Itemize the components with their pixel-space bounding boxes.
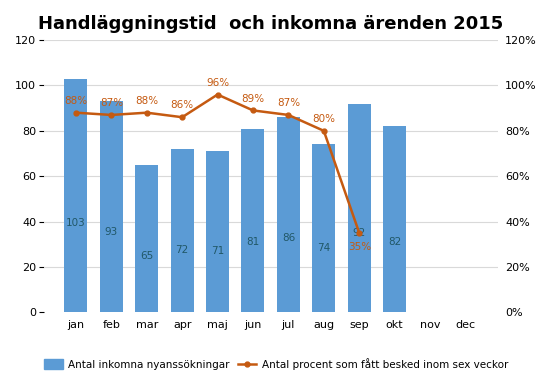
Text: 71: 71 [211,246,224,256]
Bar [206,151,229,312]
Text: 93: 93 [105,227,118,237]
Antal procent som fått besked inom sex veckor [214,92,221,97]
Legend: Antal inkomna nyanssökningar, Antal procent som fått besked inom sex veckor: Antal inkomna nyanssökningar, Antal proc… [40,354,512,374]
Antal procent som fått besked inom sex veckor [250,108,256,113]
Title: Handläggningstid  och inkomna ärenden 2015: Handläggningstid och inkomna ärenden 201… [38,15,503,33]
Text: 88%: 88% [135,96,158,106]
Bar [135,165,158,312]
Text: 86: 86 [282,233,295,243]
Text: 89%: 89% [241,94,264,103]
Text: 87%: 87% [100,98,123,108]
Text: 103: 103 [66,218,86,229]
Text: 72: 72 [176,245,189,255]
Antal procent som fått besked inom sex veckor [321,128,327,133]
Text: 82: 82 [388,236,401,247]
Antal procent som fått besked inom sex veckor [144,110,150,115]
Bar [312,144,335,312]
Antal procent som fått besked inom sex veckor [179,115,185,119]
Text: 35%: 35% [348,242,371,252]
Bar [171,149,194,312]
Bar [100,101,123,312]
Text: 80%: 80% [312,114,335,124]
Text: 88%: 88% [65,96,87,106]
Line: Antal procent som fått besked inom sex veckor: Antal procent som fått besked inom sex v… [73,92,362,235]
Text: 92: 92 [353,228,366,238]
Bar [348,103,371,312]
Antal procent som fått besked inom sex veckor [285,113,291,117]
Bar [65,79,87,312]
Text: 86%: 86% [171,100,194,110]
Bar [241,128,264,312]
Antal procent som fått besked inom sex veckor [108,113,115,117]
Text: 81: 81 [246,238,259,247]
Bar [383,126,406,312]
Text: 96%: 96% [206,78,229,88]
Text: 65: 65 [140,251,153,261]
Text: 87%: 87% [277,98,300,108]
Antal procent som fått besked inom sex veckor [73,110,79,115]
Bar [277,117,300,312]
Antal procent som fått besked inom sex veckor [356,230,363,235]
Text: 74: 74 [317,243,331,254]
